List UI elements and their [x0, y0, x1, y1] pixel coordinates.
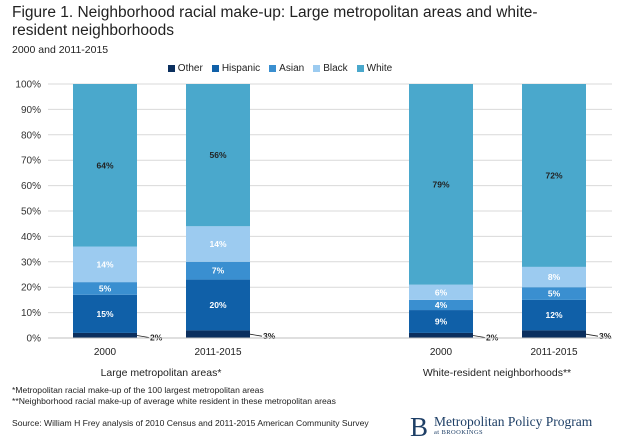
data-label-hispanic: 15% [96, 309, 113, 319]
y-tick-label: 50% [21, 207, 41, 218]
legend-label-white: White [366, 63, 393, 74]
brand-text: Metropolitan Policy Program at BROOKINGS [434, 414, 592, 436]
chart-legend: Other Hispanic Asian Black White [0, 63, 560, 74]
source-note: Source: William H Frey analysis of 2010 … [12, 418, 369, 428]
bar-segment-asian [522, 287, 586, 300]
y-tick-label: 0% [27, 334, 42, 345]
x-category-label: 2011-2015 [194, 347, 242, 358]
data-label-hispanic: 20% [209, 300, 226, 310]
data-label-other: 2% [486, 332, 499, 342]
data-label-white: 56% [209, 150, 226, 160]
data-label-other: 2% [150, 332, 163, 342]
footnote-1: *Metropolitan racial make-up of the 100 … [12, 385, 264, 395]
footnotes: *Metropolitan racial make-up of the 100 … [12, 385, 336, 407]
bar-segment-asian [409, 299, 473, 311]
data-label-white: 64% [96, 160, 113, 170]
bar-segment-black [186, 226, 250, 262]
x-category-label: 2000 [94, 347, 117, 358]
legend-item-asian: Asian [269, 63, 304, 74]
data-label-other: 3% [599, 331, 612, 341]
data-label-white: 72% [545, 170, 562, 180]
brand-subtitle: at BROOKINGS [434, 429, 484, 436]
bar-segment-asian [186, 261, 250, 280]
legend-label-hispanic: Hispanic [221, 63, 261, 74]
bar-segment-hispanic [73, 294, 137, 333]
data-label-leader [249, 333, 263, 337]
bar-segment-white [522, 84, 586, 267]
data-label-asian: 5% [548, 289, 561, 299]
y-tick-label: 70% [21, 156, 41, 167]
bar-segment-other [522, 330, 586, 338]
data-label-asian: 5% [99, 283, 112, 293]
brookings-brand: B Metropolitan Policy Program at BROOKIN… [410, 412, 592, 442]
legend-swatch-white [356, 65, 364, 72]
legend-item-black: Black [313, 63, 348, 74]
bar-segment-white [409, 84, 473, 285]
legend-label-other: Other [177, 63, 203, 74]
footnote-2: **Neighborhood racial make-up of average… [12, 396, 336, 406]
chart-subtitle: 2000 and 2011-2015 [12, 44, 109, 56]
y-tick-label: 100% [15, 80, 41, 91]
x-group-label: Large metropolitan areas* [101, 367, 222, 379]
legend-swatch-hispanic [211, 65, 219, 72]
y-tick-label: 40% [21, 232, 41, 243]
data-label-white: 79% [432, 179, 449, 189]
data-label-asian: 4% [435, 300, 448, 310]
y-tick-label: 20% [21, 283, 41, 294]
data-label-black: 6% [435, 287, 448, 297]
data-label-hispanic: 9% [435, 316, 448, 326]
bar-segment-hispanic [522, 299, 586, 331]
legend-item-hispanic: Hispanic [211, 63, 261, 74]
legend-swatch-black [313, 65, 321, 72]
data-label-black: 14% [209, 239, 226, 249]
bar-segment-white [186, 84, 250, 227]
bar-segment-asian [73, 282, 137, 295]
y-tick-label: 80% [21, 130, 41, 141]
bar-segment-black [522, 266, 586, 288]
bar-segment-black [409, 284, 473, 300]
legend-item-other: Other [167, 63, 203, 74]
y-tick-label: 30% [21, 257, 41, 268]
data-label-black: 8% [548, 272, 561, 282]
x-category-label: 2000 [430, 347, 453, 358]
y-tick-label: 90% [21, 105, 41, 116]
data-label-leader [136, 335, 150, 338]
y-tick-label: 10% [21, 308, 41, 319]
legend-swatch-asian [269, 65, 277, 72]
bar-segment-hispanic [409, 310, 473, 333]
legend-swatch-other [167, 65, 175, 72]
bar-segment-other [409, 332, 473, 338]
bar-segment-white [73, 84, 137, 247]
legend-label-asian: Asian [279, 63, 305, 74]
data-label-black: 14% [96, 259, 113, 269]
data-label-leader [585, 333, 599, 337]
x-group-label: White-resident neighborhoods** [423, 367, 571, 379]
bar-segment-hispanic [186, 279, 250, 331]
bar-segment-black [73, 246, 137, 283]
data-label-other: 3% [263, 331, 276, 341]
bar-segment-other [186, 330, 250, 338]
bar-segment-other [73, 332, 137, 338]
data-label-asian: 7% [212, 266, 225, 276]
data-label-hispanic: 12% [545, 310, 562, 320]
brookings-logo-icon: B [410, 412, 429, 442]
legend-label-black: Black [323, 63, 348, 74]
legend-item-white: White [356, 63, 393, 74]
chart-title: Figure 1. Neighborhood racial make-up: L… [12, 4, 538, 39]
y-tick-label: 60% [21, 181, 41, 192]
data-label-leader [472, 335, 486, 338]
brand-name: Metropolitan Policy Program [434, 414, 593, 429]
x-category-label: 2011-2015 [530, 347, 578, 358]
